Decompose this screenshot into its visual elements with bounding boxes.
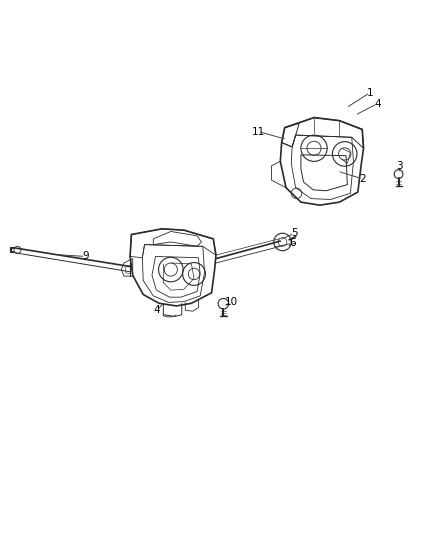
Text: 1: 1 [367, 87, 374, 98]
Text: 5: 5 [291, 228, 298, 238]
Text: 11: 11 [252, 127, 265, 136]
Text: 4: 4 [153, 305, 160, 316]
Text: 10: 10 [225, 296, 238, 306]
Text: 9: 9 [82, 252, 89, 261]
Text: 6: 6 [289, 238, 296, 248]
Text: 2: 2 [359, 174, 366, 184]
Text: 3: 3 [396, 161, 403, 171]
Text: 4: 4 [374, 99, 381, 109]
